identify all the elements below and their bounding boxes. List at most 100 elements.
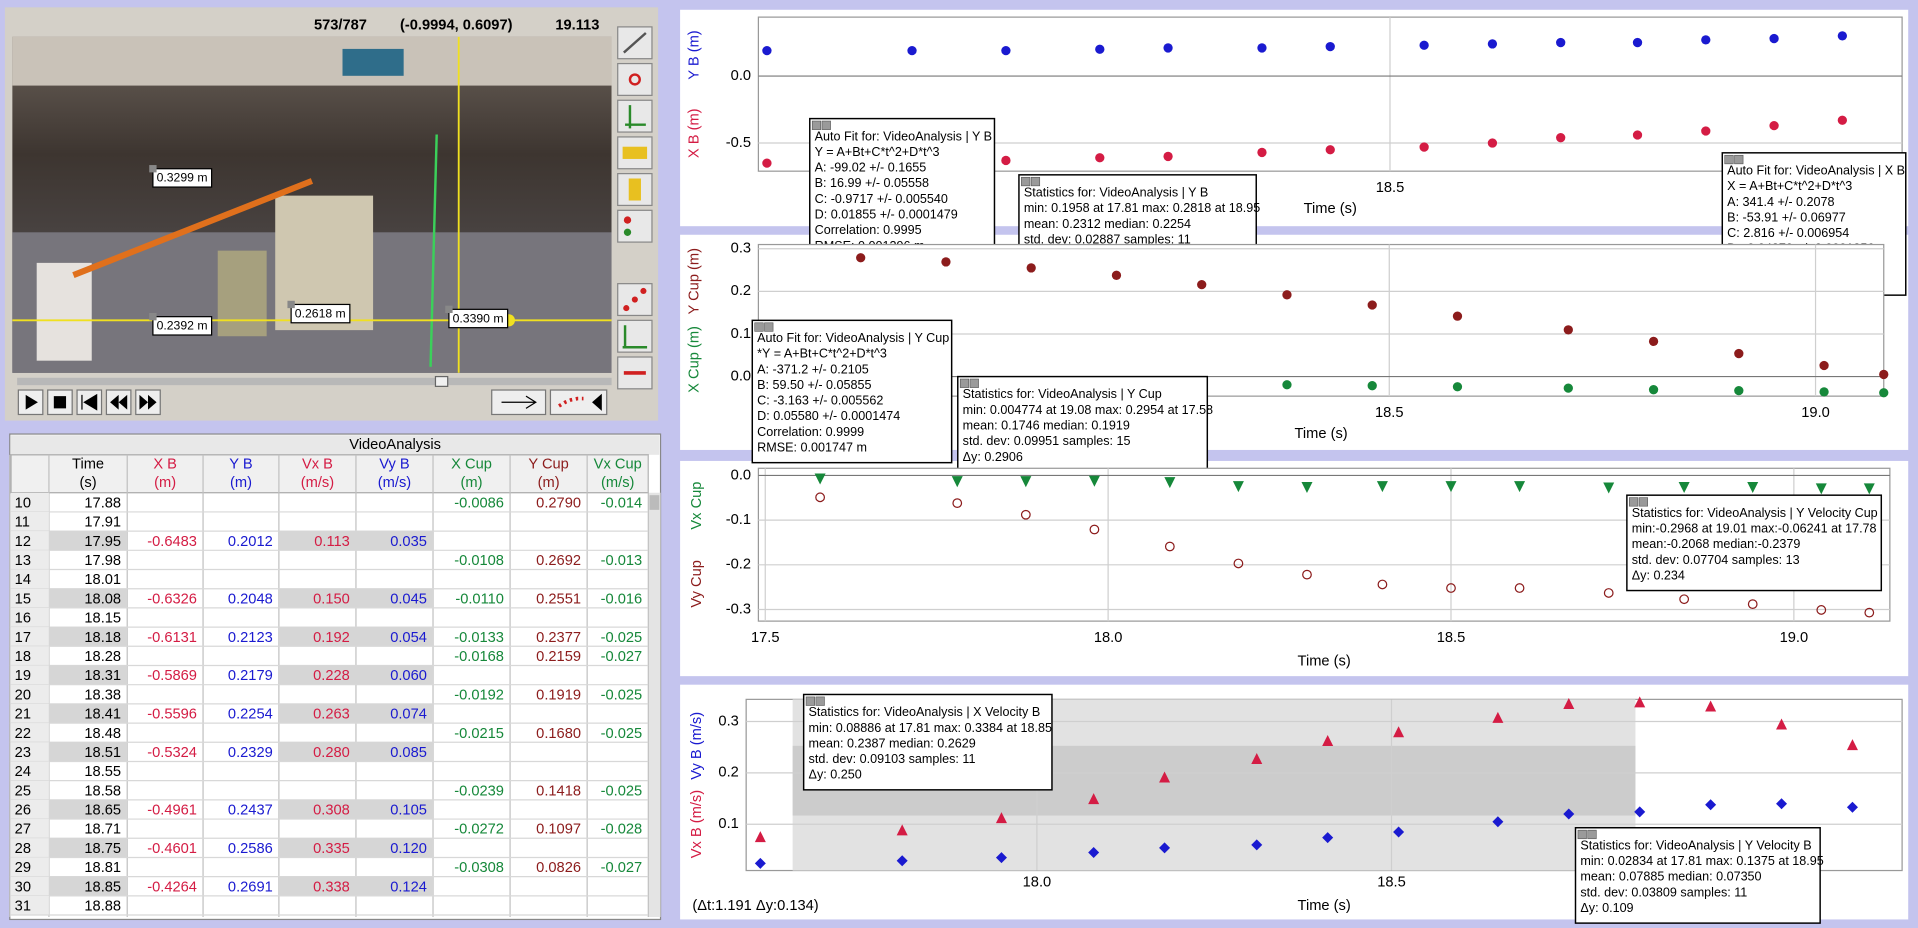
data-point bbox=[896, 824, 908, 836]
table-cell: 18.51 bbox=[84, 745, 121, 761]
icon bbox=[623, 228, 632, 236]
tool-series[interactable] bbox=[617, 209, 653, 243]
tool-origin[interactable] bbox=[617, 99, 653, 133]
slider-track[interactable] bbox=[17, 377, 612, 386]
options-button[interactable] bbox=[1734, 154, 1744, 165]
table-cell: 0.060 bbox=[390, 668, 427, 684]
row-number: 21 bbox=[15, 707, 31, 723]
data-point bbox=[815, 492, 826, 503]
data-point bbox=[1747, 481, 1759, 493]
row-header-cell bbox=[11, 761, 49, 781]
table-cell: 0.105 bbox=[390, 803, 427, 819]
options-button[interactable] bbox=[1030, 176, 1041, 187]
row-header-cell bbox=[11, 665, 49, 685]
table-title: VideoAnalysis bbox=[349, 437, 441, 453]
close-button[interactable] bbox=[1724, 154, 1734, 165]
options-button[interactable] bbox=[1587, 829, 1597, 840]
table-cell: -0.5596 bbox=[147, 707, 197, 723]
row-number: 14 bbox=[15, 572, 31, 588]
annotation-line: A: -371.2 +/- 0.2105 bbox=[757, 362, 869, 376]
icon bbox=[592, 393, 602, 411]
data-point bbox=[1452, 311, 1463, 321]
close-button[interactable] bbox=[805, 696, 815, 706]
data-point bbox=[1514, 481, 1526, 493]
options-button[interactable] bbox=[1638, 497, 1648, 507]
annotation-line: mean: 0.1746 median: 0.1919 bbox=[963, 419, 1130, 433]
row-number: 28 bbox=[15, 841, 31, 857]
data-point bbox=[1376, 481, 1388, 493]
options-button[interactable] bbox=[764, 322, 774, 332]
y-axis-label: X B (m) bbox=[687, 108, 703, 158]
y-tick-label: 0.0 bbox=[731, 467, 751, 483]
row-number: 25 bbox=[15, 783, 31, 799]
data-point bbox=[1734, 385, 1744, 396]
annotation-line: std. dev: 0.02887 samples: 11 bbox=[1024, 232, 1191, 246]
data-point bbox=[1837, 31, 1848, 41]
data-point bbox=[1095, 153, 1105, 163]
y-axis-label: Y Cup (m) bbox=[687, 248, 703, 315]
tool-point[interactable] bbox=[617, 62, 653, 96]
data-point bbox=[1393, 726, 1405, 738]
close-button[interactable] bbox=[1629, 497, 1639, 507]
column-name: Y B bbox=[229, 456, 252, 472]
table-cell: 18.65 bbox=[84, 803, 121, 819]
row-number: 30 bbox=[15, 879, 31, 895]
annotation-box bbox=[1574, 827, 1821, 924]
row-header-cell bbox=[11, 780, 49, 800]
icon bbox=[623, 32, 647, 54]
column-unit: (m) bbox=[154, 475, 176, 491]
icon bbox=[622, 325, 648, 349]
table-cell: 0.124 bbox=[390, 879, 427, 895]
close-button[interactable] bbox=[754, 322, 764, 332]
slider-thumb[interactable] bbox=[434, 375, 449, 387]
close-button[interactable] bbox=[1021, 176, 1031, 187]
close-button[interactable] bbox=[811, 120, 822, 130]
table-cell: -0.0108 bbox=[454, 553, 504, 569]
y-tick-label: 0.0 bbox=[731, 368, 751, 384]
tool-arrow[interactable] bbox=[617, 26, 653, 60]
data-point bbox=[1257, 43, 1267, 53]
icon bbox=[631, 296, 638, 303]
close-button[interactable] bbox=[959, 378, 970, 388]
annotation-line: A: 341.4 +/- 0.2078 bbox=[1727, 195, 1834, 209]
table-cell: -0.0133 bbox=[454, 630, 504, 646]
table-cell: 0.074 bbox=[390, 707, 427, 723]
data-point bbox=[951, 476, 963, 488]
close-button[interactable] bbox=[1577, 829, 1587, 840]
annotation-line: RMSE: 0.001747 m bbox=[757, 441, 867, 455]
table-cell: 0.2790 bbox=[536, 495, 581, 511]
options-button[interactable] bbox=[969, 378, 979, 388]
column-unit: (m/s) bbox=[301, 475, 334, 491]
data-point bbox=[1648, 385, 1659, 395]
table-cell: 18.38 bbox=[84, 687, 121, 703]
data-point bbox=[1819, 387, 1829, 397]
table-scrollbar[interactable] bbox=[648, 492, 661, 917]
cell-highlight bbox=[278, 876, 434, 896]
column-name: Time bbox=[72, 456, 104, 472]
table-cell: -0.0086 bbox=[454, 495, 504, 511]
data-point bbox=[1556, 37, 1566, 48]
table-cell: 18.75 bbox=[84, 841, 121, 857]
scroll-thumb[interactable] bbox=[649, 495, 660, 510]
table-cell: -0.4601 bbox=[147, 841, 197, 857]
table-cell: -0.5324 bbox=[147, 745, 197, 761]
column-unit: (m) bbox=[230, 475, 252, 491]
annotation-line: C: -0.9717 +/- 0.005540 bbox=[815, 192, 948, 206]
icon bbox=[623, 305, 630, 312]
row-number: 19 bbox=[15, 668, 31, 684]
annotation-box bbox=[809, 117, 996, 262]
column-name: Y Cup bbox=[528, 456, 568, 472]
table-cell: 0.054 bbox=[390, 630, 427, 646]
options-button[interactable] bbox=[821, 120, 831, 130]
data-point bbox=[1282, 290, 1292, 300]
table-cell: 0.2159 bbox=[536, 649, 581, 665]
data-point bbox=[1088, 793, 1100, 805]
measure-label-box bbox=[290, 303, 351, 324]
table-cell: -0.027 bbox=[601, 649, 643, 665]
row-header-cell bbox=[11, 569, 49, 589]
data-point bbox=[1393, 826, 1405, 838]
table-cell: 0.120 bbox=[390, 841, 427, 857]
data-point bbox=[1819, 360, 1829, 371]
options-button[interactable] bbox=[815, 696, 825, 706]
